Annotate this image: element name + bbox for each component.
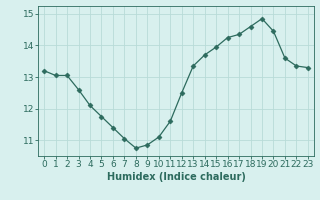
X-axis label: Humidex (Indice chaleur): Humidex (Indice chaleur) [107,172,245,182]
